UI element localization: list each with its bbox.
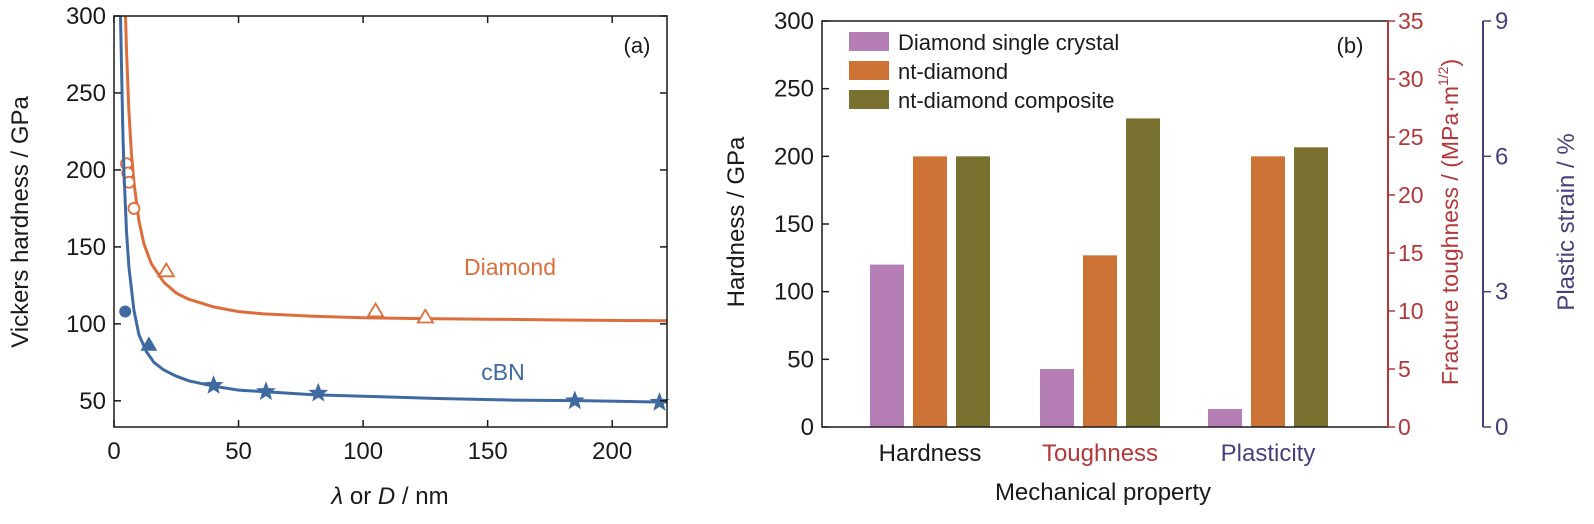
- bar-plasticity-2: [1251, 156, 1285, 428]
- toughness-label-close: ): [1437, 59, 1463, 67]
- toughness-tick-label-0: 0: [1398, 414, 1411, 440]
- plastic-tick-label-3: 3: [1495, 279, 1508, 306]
- panel-a-plot-area: [119, 16, 670, 411]
- plastic-tick-label-9: 9: [1495, 8, 1508, 35]
- legend-label-nt-composite: nt-diamond composite: [898, 88, 1114, 113]
- y-tick-label-b-100: 100: [774, 279, 814, 306]
- x-tick-label-a-150: 150: [468, 438, 508, 465]
- panel-b-label: (b): [1337, 33, 1364, 58]
- y-tick-label-a-200: 200: [66, 157, 106, 184]
- y-tick-label-a-250: 250: [66, 80, 106, 107]
- toughness-tick-label-25: 25: [1398, 124, 1424, 150]
- data-point-cbn-6: [564, 390, 585, 410]
- y-axis-label-b-left: Hardness / GPa: [723, 136, 750, 307]
- data-point-diamond-5: [157, 261, 176, 278]
- series-label-diamond: Diamond: [464, 254, 556, 280]
- y-tick-label-a-300: 300: [66, 3, 106, 30]
- plot-frame-a: [113, 15, 668, 428]
- y-tick-label-a-100: 100: [66, 311, 106, 338]
- fit-curve-cbn: [119, 16, 667, 404]
- bar-plasticity-1: [1208, 408, 1242, 427]
- x-category-label-toughness: Toughness: [1042, 440, 1158, 467]
- bar-toughness-1: [1040, 369, 1074, 427]
- bar-hardness-3: [956, 156, 990, 428]
- toughness-tick-label-10: 10: [1398, 298, 1424, 324]
- toughness-tick-label-35: 35: [1398, 8, 1424, 34]
- y-tick-label-b-300: 300: [774, 8, 814, 35]
- x-label-unit: / nm: [395, 483, 448, 510]
- data-point-cbn-7: [649, 391, 670, 411]
- legend-swatch-single-crystal: [849, 32, 889, 51]
- y-tick-label-a-150: 150: [66, 234, 106, 261]
- plastic-tick-label-6: 6: [1495, 143, 1508, 170]
- x-tick-label-a-0: 0: [107, 438, 120, 465]
- data-point-diamond-4: [127, 202, 141, 215]
- toughness-tick-label-15: 15: [1398, 240, 1424, 266]
- data-point-cbn-4: [256, 381, 276, 401]
- data-point-diamond-6: [366, 301, 385, 318]
- y-axis-label-b-right1: Fracture toughness / (MPa·m1/2): [1435, 59, 1463, 385]
- x-tick-label-a-50: 50: [225, 438, 252, 465]
- toughness-label-sup: 1/2: [1435, 66, 1451, 86]
- legend-label-nt-diamond: nt-diamond: [898, 59, 1008, 84]
- plastic-tick-label-0: 0: [1495, 414, 1508, 441]
- bar-toughness-2: [1083, 255, 1117, 427]
- data-point-cbn-1: [119, 305, 132, 318]
- data-point-cbn-2: [140, 336, 158, 351]
- x-axis-label-a: λ or D / nm: [329, 483, 448, 510]
- panel-b-axes: Hardness Toughness Plasticity0501001502002…: [774, 8, 1508, 467]
- panel-b-mechanical-properties: Hardness Toughness Plasticity0501001502002…: [723, 8, 1580, 506]
- toughness-tick-label-30: 30: [1398, 66, 1424, 92]
- x-label-var2: D: [378, 483, 395, 510]
- bar-toughness-3: [1126, 118, 1160, 427]
- y-tick-label-a-50: 50: [79, 388, 106, 415]
- toughness-label-main: Fracture toughness / (MPa·m: [1437, 86, 1463, 385]
- y-tick-label-b-0: 0: [801, 414, 814, 441]
- x-category-label-hardness: Hardness: [879, 440, 982, 467]
- y-axis-label-b-right2: Plastic strain / %: [1553, 133, 1580, 310]
- panel-a-label: (a): [624, 33, 651, 58]
- legend-swatch-nt-diamond: [849, 61, 889, 80]
- bar-hardness-1: [870, 264, 904, 427]
- x-label-var1: λ: [329, 483, 343, 510]
- x-category-label-plasticity: Plasticity: [1221, 440, 1316, 467]
- x-tick-label-a-100: 100: [343, 438, 383, 465]
- toughness-tick-label-5: 5: [1398, 356, 1411, 382]
- y-axis-label-a: Vickers hardness / GPa: [7, 96, 34, 348]
- y-tick-label-b-150: 150: [774, 211, 814, 238]
- legend-swatch-nt-composite: [849, 90, 889, 109]
- toughness-tick-label-20: 20: [1398, 182, 1424, 208]
- series-label-cbn: cBN: [481, 359, 524, 385]
- bar-plasticity-3: [1294, 147, 1328, 428]
- legend: Diamond single crystal nt-diamond nt-dia…: [849, 30, 1119, 113]
- panel-b-plot-area: [870, 118, 1328, 428]
- data-point-cbn-3: [203, 374, 224, 394]
- x-tick-label-a-200: 200: [592, 438, 632, 465]
- fit-curve-diamond: [124, 16, 667, 323]
- y-tick-label-b-200: 200: [774, 143, 814, 170]
- x-axis-label-b: Mechanical property: [995, 479, 1211, 506]
- x-label-mid: or: [343, 483, 378, 510]
- data-point-diamond-7: [416, 307, 435, 324]
- bar-hardness-2: [913, 156, 947, 428]
- y-tick-label-b-250: 250: [774, 76, 814, 103]
- y-tick-label-b-50: 50: [787, 346, 814, 373]
- data-point-cbn-5: [308, 382, 329, 402]
- legend-label-single-crystal: Diamond single crystal: [898, 30, 1119, 55]
